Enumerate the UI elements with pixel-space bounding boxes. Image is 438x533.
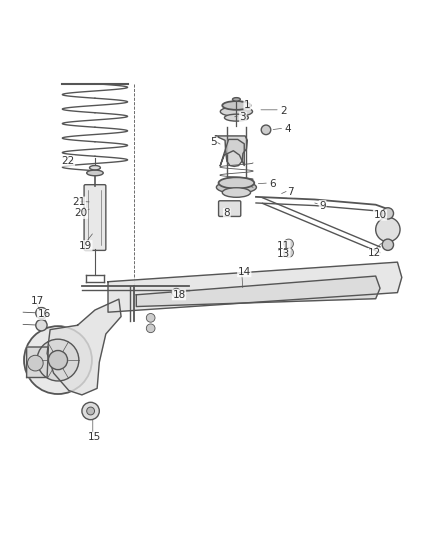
Circle shape <box>24 326 92 394</box>
Text: 15: 15 <box>88 432 101 442</box>
Ellipse shape <box>222 188 251 197</box>
Polygon shape <box>27 347 48 377</box>
Ellipse shape <box>220 107 253 116</box>
Text: 8: 8 <box>223 208 230 219</box>
Text: 10: 10 <box>374 210 387 220</box>
Circle shape <box>261 125 271 135</box>
Text: 17: 17 <box>31 296 44 306</box>
Text: 18: 18 <box>172 290 186 300</box>
Text: 9: 9 <box>319 200 326 211</box>
Circle shape <box>28 356 43 371</box>
Polygon shape <box>215 136 247 166</box>
Circle shape <box>48 351 67 370</box>
Circle shape <box>146 313 155 322</box>
Circle shape <box>36 308 47 319</box>
FancyBboxPatch shape <box>84 184 106 251</box>
Text: 3: 3 <box>240 112 246 122</box>
Ellipse shape <box>222 101 251 110</box>
Text: 6: 6 <box>269 179 276 189</box>
Ellipse shape <box>219 177 254 189</box>
Circle shape <box>82 402 99 419</box>
Text: 5: 5 <box>211 137 217 147</box>
Ellipse shape <box>224 114 248 121</box>
Text: 4: 4 <box>284 124 291 134</box>
Text: 11: 11 <box>277 240 290 251</box>
Circle shape <box>36 320 47 331</box>
FancyBboxPatch shape <box>219 201 241 216</box>
Ellipse shape <box>216 181 256 193</box>
Text: 13: 13 <box>277 249 290 260</box>
Circle shape <box>382 239 393 251</box>
Polygon shape <box>108 262 402 312</box>
Text: 20: 20 <box>74 208 88 219</box>
Text: 21: 21 <box>72 197 85 207</box>
Ellipse shape <box>87 170 103 176</box>
Circle shape <box>284 239 293 249</box>
Ellipse shape <box>89 166 100 170</box>
Circle shape <box>37 339 79 381</box>
Circle shape <box>146 324 155 333</box>
Text: 7: 7 <box>287 187 294 197</box>
Polygon shape <box>220 140 244 166</box>
Text: 12: 12 <box>368 248 381 259</box>
Circle shape <box>172 288 181 297</box>
Polygon shape <box>136 276 380 306</box>
Polygon shape <box>47 299 121 395</box>
Text: 14: 14 <box>238 266 251 277</box>
Text: 19: 19 <box>79 240 92 251</box>
Ellipse shape <box>233 98 240 101</box>
Text: 16: 16 <box>37 309 51 319</box>
Circle shape <box>284 248 293 257</box>
Circle shape <box>376 217 400 241</box>
Circle shape <box>382 208 393 219</box>
Circle shape <box>87 407 95 415</box>
Text: 2: 2 <box>280 106 287 116</box>
Text: 1: 1 <box>244 100 251 110</box>
Text: 22: 22 <box>61 156 74 166</box>
